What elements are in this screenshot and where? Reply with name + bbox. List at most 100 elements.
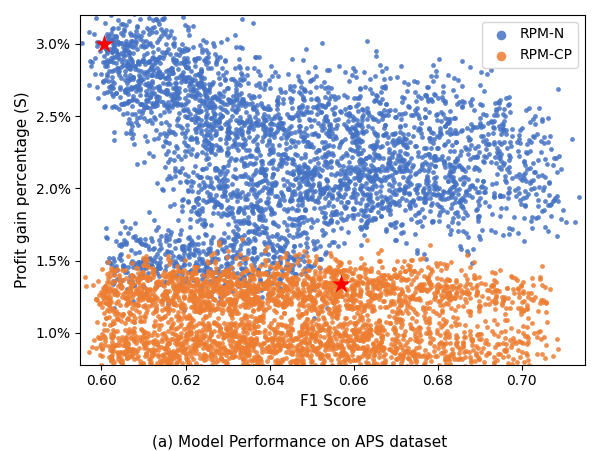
- RPM-CP: [425, 270, 435, 277]
- RPM-CP: [293, 291, 303, 298]
- RPM-N: [98, 39, 108, 46]
- RPM-N: [414, 181, 424, 189]
- RPM-N: [296, 154, 306, 161]
- RPM-N: [224, 161, 233, 168]
- RPM-N: [322, 159, 331, 166]
- RPM-N: [153, 134, 163, 142]
- RPM-N: [437, 192, 447, 199]
- RPM-N: [179, 106, 188, 114]
- RPM-CP: [421, 319, 430, 326]
- RPM-CP: [196, 302, 205, 309]
- RPM-CP: [476, 280, 485, 287]
- RPM-N: [174, 281, 184, 289]
- RPM-N: [305, 157, 315, 165]
- RPM-CP: [248, 288, 257, 295]
- RPM-N: [113, 40, 123, 47]
- RPM-CP: [425, 299, 435, 306]
- RPM-N: [232, 143, 241, 151]
- RPM-CP: [244, 339, 253, 346]
- RPM-N: [310, 129, 320, 136]
- RPM-N: [402, 161, 412, 168]
- RPM-CP: [196, 363, 206, 370]
- RPM-N: [223, 150, 232, 157]
- RPM-N: [196, 185, 206, 192]
- RPM-CP: [331, 295, 340, 302]
- RPM-N: [486, 227, 496, 234]
- RPM-CP: [184, 278, 193, 285]
- RPM-N: [248, 209, 258, 216]
- RPM-CP: [226, 331, 235, 338]
- RPM-N: [265, 159, 274, 166]
- RPM-CP: [256, 357, 266, 364]
- RPM-CP: [224, 306, 233, 313]
- RPM-N: [315, 172, 325, 179]
- RPM-CP: [130, 314, 140, 322]
- RPM-N: [104, 32, 113, 40]
- RPM-CP: [126, 352, 136, 359]
- RPM-N: [251, 255, 260, 262]
- RPM-N: [229, 129, 239, 137]
- RPM-N: [183, 92, 193, 99]
- RPM-N: [437, 153, 447, 160]
- RPM-CP: [297, 302, 307, 309]
- RPM-CP: [248, 336, 257, 344]
- RPM-N: [241, 203, 250, 210]
- RPM-N: [538, 115, 547, 123]
- RPM-CP: [443, 300, 453, 307]
- RPM-N: [330, 183, 340, 190]
- RPM-CP: [273, 335, 283, 342]
- RPM-N: [322, 182, 332, 189]
- RPM-N: [142, 92, 151, 99]
- RPM-CP: [108, 287, 118, 295]
- RPM-CP: [211, 306, 220, 313]
- RPM-N: [465, 135, 475, 142]
- RPM-N: [478, 110, 488, 117]
- RPM-CP: [411, 356, 421, 363]
- RPM-N: [123, 97, 133, 105]
- RPM-N: [99, 103, 109, 110]
- RPM-CP: [193, 277, 202, 285]
- RPM-N: [121, 76, 130, 83]
- RPM-CP: [415, 285, 425, 292]
- RPM-CP: [281, 285, 291, 293]
- RPM-N: [330, 117, 340, 124]
- RPM-CP: [218, 335, 227, 342]
- RPM-CP: [533, 328, 542, 336]
- RPM-CP: [143, 277, 152, 284]
- RPM-N: [395, 152, 404, 160]
- RPM-N: [388, 182, 397, 189]
- RPM-CP: [330, 295, 340, 302]
- RPM-N: [364, 174, 374, 181]
- RPM-N: [283, 110, 292, 118]
- RPM-CP: [166, 316, 176, 323]
- RPM-N: [432, 144, 442, 152]
- RPM-N: [166, 101, 176, 109]
- RPM-CP: [297, 311, 307, 318]
- RPM-N: [203, 145, 212, 152]
- RPM-CP: [147, 352, 157, 359]
- RPM-N: [397, 138, 407, 146]
- RPM-N: [332, 195, 342, 202]
- RPM-N: [241, 253, 250, 260]
- RPM-CP: [100, 283, 110, 290]
- RPM-N: [374, 152, 383, 159]
- RPM-CP: [420, 308, 430, 315]
- RPM-N: [430, 184, 439, 191]
- RPM-CP: [370, 294, 379, 301]
- RPM-CP: [242, 292, 251, 299]
- RPM-CP: [226, 271, 236, 278]
- RPM-N: [204, 249, 214, 256]
- RPM-CP: [132, 348, 142, 355]
- RPM-N: [127, 84, 137, 91]
- RPM-N: [302, 124, 311, 131]
- RPM-CP: [156, 343, 166, 350]
- RPM-N: [84, 28, 94, 36]
- RPM-CP: [247, 342, 256, 350]
- RPM-N: [255, 276, 265, 283]
- RPM-CP: [141, 290, 151, 297]
- RPM-CP: [397, 264, 407, 271]
- RPM-N: [158, 28, 168, 36]
- RPM-CP: [292, 360, 301, 368]
- RPM-CP: [304, 274, 314, 281]
- RPM-CP: [286, 335, 296, 342]
